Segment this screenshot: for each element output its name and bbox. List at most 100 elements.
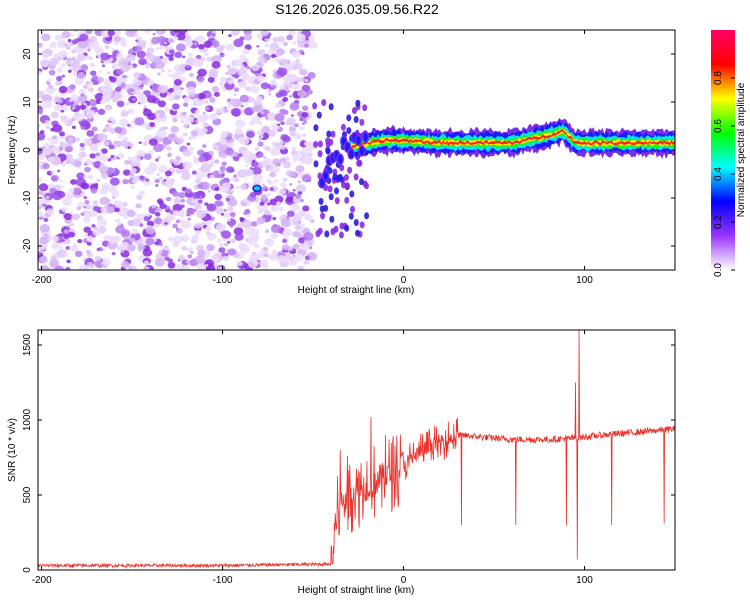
noise-blob bbox=[52, 191, 63, 201]
transition-blob bbox=[346, 114, 352, 122]
noise-blob bbox=[38, 199, 45, 206]
noise-blob bbox=[94, 183, 99, 186]
snr-ylabel: SNR (10 * v/v) bbox=[7, 418, 18, 482]
noise-blob bbox=[216, 142, 221, 146]
noise-blob bbox=[87, 48, 91, 52]
noise-blob bbox=[302, 133, 306, 137]
snr-ytick-label-2: 1000 bbox=[22, 408, 33, 431]
signal-onset-blob bbox=[358, 145, 366, 157]
noise-blob bbox=[100, 155, 109, 162]
noise-blob bbox=[194, 37, 199, 41]
noise-blob bbox=[156, 30, 166, 35]
noise-blob bbox=[206, 244, 215, 251]
noise-blob bbox=[214, 186, 220, 191]
noise-blob bbox=[83, 226, 92, 233]
noise-blob bbox=[286, 117, 296, 126]
noise-blob bbox=[130, 155, 141, 165]
noise-blob bbox=[83, 175, 87, 179]
noise-blob bbox=[187, 217, 191, 221]
noise-blob bbox=[211, 40, 220, 48]
noise-blob bbox=[99, 187, 108, 195]
noise-blob bbox=[282, 109, 289, 116]
noise-blob bbox=[188, 146, 195, 152]
noise-blob bbox=[181, 172, 191, 181]
noise-blob bbox=[84, 204, 91, 210]
noise-blob bbox=[259, 259, 269, 268]
snr-plot-area bbox=[38, 330, 675, 570]
noise-blob bbox=[58, 50, 68, 59]
noise-blob bbox=[114, 219, 118, 223]
noise-blob bbox=[226, 103, 232, 109]
noise-blob bbox=[297, 89, 307, 98]
noise-blob bbox=[64, 213, 73, 221]
noise-blob bbox=[268, 166, 274, 172]
noise-blob bbox=[54, 34, 62, 41]
noise-blob bbox=[77, 239, 83, 244]
noise-blob bbox=[191, 234, 200, 241]
noise-blob bbox=[167, 133, 178, 142]
noise-blob bbox=[255, 180, 260, 185]
noise-blob bbox=[270, 205, 279, 212]
noise-blob bbox=[45, 125, 51, 130]
noise-blob bbox=[79, 104, 87, 110]
noise-blob bbox=[167, 261, 176, 269]
noise-blob bbox=[96, 247, 101, 252]
noise-blob bbox=[70, 179, 77, 185]
noise-blob bbox=[79, 33, 89, 42]
noise-blob bbox=[297, 41, 306, 48]
noise-blob bbox=[167, 258, 174, 264]
noise-blob bbox=[118, 118, 129, 127]
noise-blob bbox=[244, 164, 249, 168]
noise-blob bbox=[197, 263, 207, 270]
noise-blob bbox=[163, 115, 168, 119]
noise-blob bbox=[264, 146, 271, 152]
noise-blob bbox=[242, 198, 248, 203]
noise-blob bbox=[229, 238, 236, 244]
noise-blob bbox=[66, 259, 71, 264]
noise-blob bbox=[167, 37, 174, 43]
noise-blob bbox=[87, 174, 94, 180]
noise-blob bbox=[136, 194, 143, 200]
noise-blob bbox=[107, 235, 118, 244]
colorbar-tick-label-0: 0.0 bbox=[713, 263, 724, 277]
noise-blob bbox=[226, 166, 235, 173]
noise-blob bbox=[215, 207, 224, 215]
noise-blob bbox=[196, 35, 205, 43]
noise-blob bbox=[117, 135, 122, 139]
snr-ytick-label-0: 0 bbox=[22, 567, 33, 573]
noise-blob bbox=[205, 209, 209, 213]
noise-blob bbox=[298, 234, 304, 238]
noise-blob bbox=[46, 137, 51, 141]
noise-blob bbox=[174, 30, 180, 34]
noise-blob bbox=[157, 36, 167, 44]
noise-blob bbox=[50, 145, 61, 154]
transition-blob bbox=[312, 102, 318, 110]
noise-blob bbox=[60, 115, 70, 123]
colorbar-tick-label-3: 0.6 bbox=[713, 119, 724, 133]
noise-blob bbox=[118, 49, 122, 53]
noise-blob bbox=[96, 178, 101, 183]
transition-blob bbox=[364, 182, 370, 190]
noise-blob bbox=[202, 144, 207, 148]
noise-blob bbox=[61, 163, 66, 167]
noise-blob bbox=[38, 147, 43, 156]
noise-blob bbox=[206, 232, 217, 241]
noise-blob bbox=[182, 149, 192, 157]
noise-blob bbox=[45, 86, 56, 95]
noise-blob bbox=[266, 112, 278, 121]
noise-blob bbox=[78, 156, 84, 161]
noise-blob bbox=[197, 249, 206, 257]
noise-blob bbox=[299, 126, 305, 131]
noise-blob bbox=[191, 199, 197, 204]
noise-blob bbox=[169, 49, 175, 55]
noise-blob bbox=[105, 106, 112, 112]
noise-blob bbox=[235, 186, 240, 190]
noise-blob bbox=[158, 84, 169, 94]
noise-blob bbox=[65, 246, 71, 250]
noise-blob bbox=[91, 126, 98, 132]
noise-blob bbox=[227, 142, 234, 148]
noise-blob bbox=[143, 30, 152, 34]
transition-blob bbox=[321, 99, 327, 107]
signal-onset-blob bbox=[347, 148, 355, 160]
transition-blob bbox=[325, 147, 331, 155]
